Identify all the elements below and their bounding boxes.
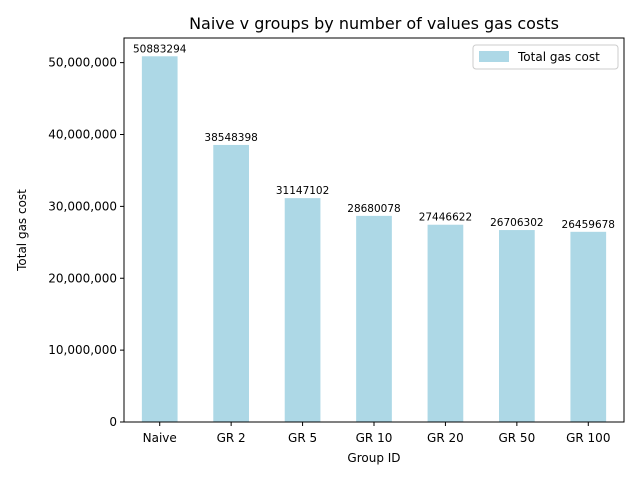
data-label: 28680078 xyxy=(347,203,400,215)
y-tick-label: 10,000,000 xyxy=(48,343,117,357)
legend-label: Total gas cost xyxy=(517,50,600,64)
x-tick-label: GR 100 xyxy=(566,431,610,445)
bar xyxy=(427,224,464,422)
data-labels-layer: 50883294 38548398 31147102 28680078 27446622… xyxy=(133,43,615,231)
x-tick-label: GR 10 xyxy=(356,431,393,445)
legend: Total gas cost xyxy=(472,44,619,70)
legend-box xyxy=(472,44,619,70)
x-tick-label: Naive xyxy=(143,431,177,445)
x-tick-label: GR 20 xyxy=(427,431,464,445)
bar xyxy=(356,215,392,422)
x-tick-label: GR 50 xyxy=(498,431,535,445)
y-tick-label: 30,000,000 xyxy=(48,199,117,213)
y-tick-label: 20,000,000 xyxy=(48,271,117,285)
data-label: 27446622 xyxy=(419,212,472,224)
data-label: 26459678 xyxy=(562,219,615,231)
bar xyxy=(213,144,249,423)
bar xyxy=(284,198,321,422)
bar xyxy=(570,231,607,422)
y-tick-label: 0 xyxy=(109,415,117,429)
x-axis-label: Group ID xyxy=(347,451,400,465)
bars-layer xyxy=(141,56,607,423)
x-tick-label: GR 2 xyxy=(217,431,246,445)
data-label: 31147102 xyxy=(276,185,329,197)
y-tick-label: 40,000,000 xyxy=(48,128,117,142)
bar xyxy=(141,56,178,423)
legend-swatch xyxy=(479,51,509,62)
bar xyxy=(499,230,535,422)
data-label: 50883294 xyxy=(133,43,187,55)
data-label: 26706302 xyxy=(490,217,543,229)
y-axis-label: Total gas cost xyxy=(15,189,29,272)
data-label: 38548398 xyxy=(204,132,257,144)
x-tick-label: GR 5 xyxy=(288,431,317,445)
y-axis: 0 10,000,000 20,000,000 30,000,000 40,000,00… xyxy=(48,56,124,429)
x-axis: Naive GR 2 GR 5 GR 10 GR 20 GR 50 GR 100 xyxy=(143,422,610,445)
chart-title: Naive v groups by number of values gas c… xyxy=(189,14,559,33)
y-tick-label: 50,000,000 xyxy=(48,56,117,70)
